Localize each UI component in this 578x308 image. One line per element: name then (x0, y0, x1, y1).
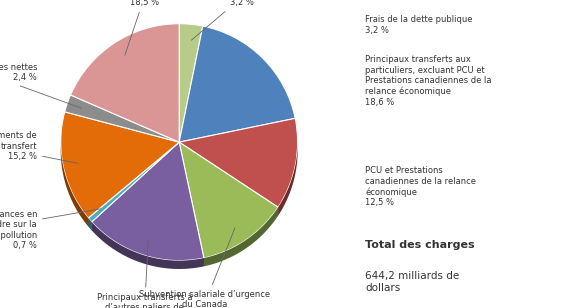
PathPatch shape (92, 142, 179, 230)
PathPatch shape (61, 142, 88, 226)
Wedge shape (179, 142, 278, 258)
PathPatch shape (179, 142, 278, 216)
Text: Frais de la dette publique
3,2 %: Frais de la dette publique 3,2 % (188, 0, 295, 40)
Wedge shape (65, 95, 179, 142)
PathPatch shape (92, 222, 204, 269)
PathPatch shape (88, 142, 179, 226)
Wedge shape (179, 24, 203, 142)
Text: Autres paiements de
transfert
15,2 %: Autres paiements de transfert 15,2 % (0, 132, 78, 164)
PathPatch shape (179, 142, 204, 266)
Wedge shape (61, 112, 179, 218)
Wedge shape (179, 118, 298, 207)
Text: Principaux transferts aux
particuliers, excluant PCU et
Prestations canadiennes : Principaux transferts aux particuliers, … (365, 55, 492, 107)
Text: Total des charges: Total des charges (365, 240, 475, 250)
Wedge shape (92, 142, 204, 261)
PathPatch shape (88, 142, 179, 226)
Text: Frais de la dette publique
3,2 %: Frais de la dette publique 3,2 % (365, 15, 473, 35)
PathPatch shape (92, 142, 179, 230)
Text: PCU et Prestations
canadiennes de la relance
économique
12,5 %: PCU et Prestations canadiennes de la rel… (365, 166, 476, 207)
Text: Principaux transferts à
d’autres paliers de
gouvernement
16,6 %: Principaux transferts à d’autres paliers… (97, 241, 192, 308)
Text: Subvention salariale d’urgence
du Canada
12,4 %: Subvention salariale d’urgence du Canada… (139, 228, 270, 308)
PathPatch shape (88, 218, 92, 230)
PathPatch shape (179, 142, 278, 216)
PathPatch shape (278, 143, 298, 216)
Text: Autres charges
18,5 %: Autres charges 18,5 % (113, 0, 176, 55)
Text: 644,2 milliards de
dollars: 644,2 milliards de dollars (365, 271, 460, 293)
Text: Retour des redevances en
provenance du cadre sur la
tarification de la pollution: Retour des redevances en provenance du c… (0, 209, 101, 250)
PathPatch shape (204, 207, 278, 266)
Wedge shape (179, 26, 295, 142)
PathPatch shape (179, 142, 204, 266)
Wedge shape (88, 142, 179, 222)
Text: Pertes actuarielles nettes
2,4 %: Pertes actuarielles nettes 2,4 % (0, 63, 81, 108)
Wedge shape (71, 24, 179, 142)
